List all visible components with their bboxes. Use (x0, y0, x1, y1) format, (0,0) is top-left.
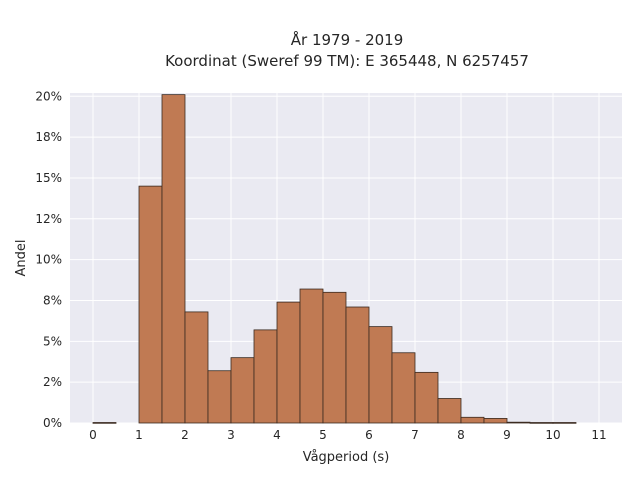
histogram-bar-12 (391, 352, 416, 424)
y-tick-label-8: 20% (35, 89, 62, 103)
x-tick-label-9: 9 (503, 428, 511, 442)
histogram-bar-9 (322, 291, 347, 424)
y-axis-ticks: 0% 2% 5% 8% 10% 12% 15% 18% 20% (35, 89, 62, 430)
chart-title-line-1: År 1979 - 2019 (291, 30, 404, 49)
x-tick-label-2: 2 (181, 428, 189, 442)
x-tick-label-5: 5 (319, 428, 327, 442)
histogram-bar-10 (345, 306, 370, 424)
y-tick-label-5: 12% (35, 212, 62, 226)
histogram-bar-4 (207, 370, 232, 424)
histogram-bar-19 (552, 422, 577, 424)
histogram-bar-2 (161, 94, 186, 424)
y-tick-label-2: 5% (43, 334, 62, 348)
histogram-bar-14 (437, 398, 462, 424)
histogram-bar-3 (184, 311, 209, 424)
x-tick-label-1: 1 (135, 428, 143, 442)
x-tick-label-10: 10 (545, 428, 560, 442)
x-tick-label-7: 7 (411, 428, 419, 442)
histogram-bar-1 (138, 185, 163, 424)
y-tick-label-6: 15% (35, 171, 62, 185)
x-tick-label-8: 8 (457, 428, 465, 442)
histogram-bar-15 (460, 416, 485, 424)
histogram-bar-17 (506, 421, 531, 424)
y-tick-label-0: 0% (43, 416, 62, 430)
histogram-bar-18 (529, 422, 554, 424)
histogram-bar-5 (230, 357, 255, 424)
bars (92, 94, 577, 424)
histogram-bar-7 (276, 301, 301, 424)
x-tick-label-0: 0 (89, 428, 97, 442)
histogram-bar-8 (299, 288, 324, 424)
x-tick-label-11: 11 (591, 428, 606, 442)
chart-title-line-2: Koordinat (Sweref 99 TM): E 365448, N 62… (165, 52, 529, 70)
histogram-bar-11 (368, 326, 393, 424)
histogram-bar-6 (253, 329, 278, 424)
y-tick-label-3: 8% (43, 293, 62, 307)
histogram-bar-16 (483, 418, 508, 424)
y-axis-label: Andel (14, 240, 29, 277)
y-tick-label-7: 18% (35, 130, 62, 144)
x-tick-label-3: 3 (227, 428, 235, 442)
x-tick-label-4: 4 (273, 428, 281, 442)
histogram-bar-0 (92, 422, 117, 424)
y-tick-label-1: 2% (43, 375, 62, 389)
x-axis-label: Vågperiod (s) (303, 450, 390, 465)
histogram-bar-13 (414, 371, 439, 424)
x-axis-ticks: 0 1 2 3 4 5 6 7 8 9 10 11 (89, 428, 606, 442)
x-tick-label-6: 6 (365, 428, 373, 442)
y-tick-label-4: 10% (35, 253, 62, 267)
